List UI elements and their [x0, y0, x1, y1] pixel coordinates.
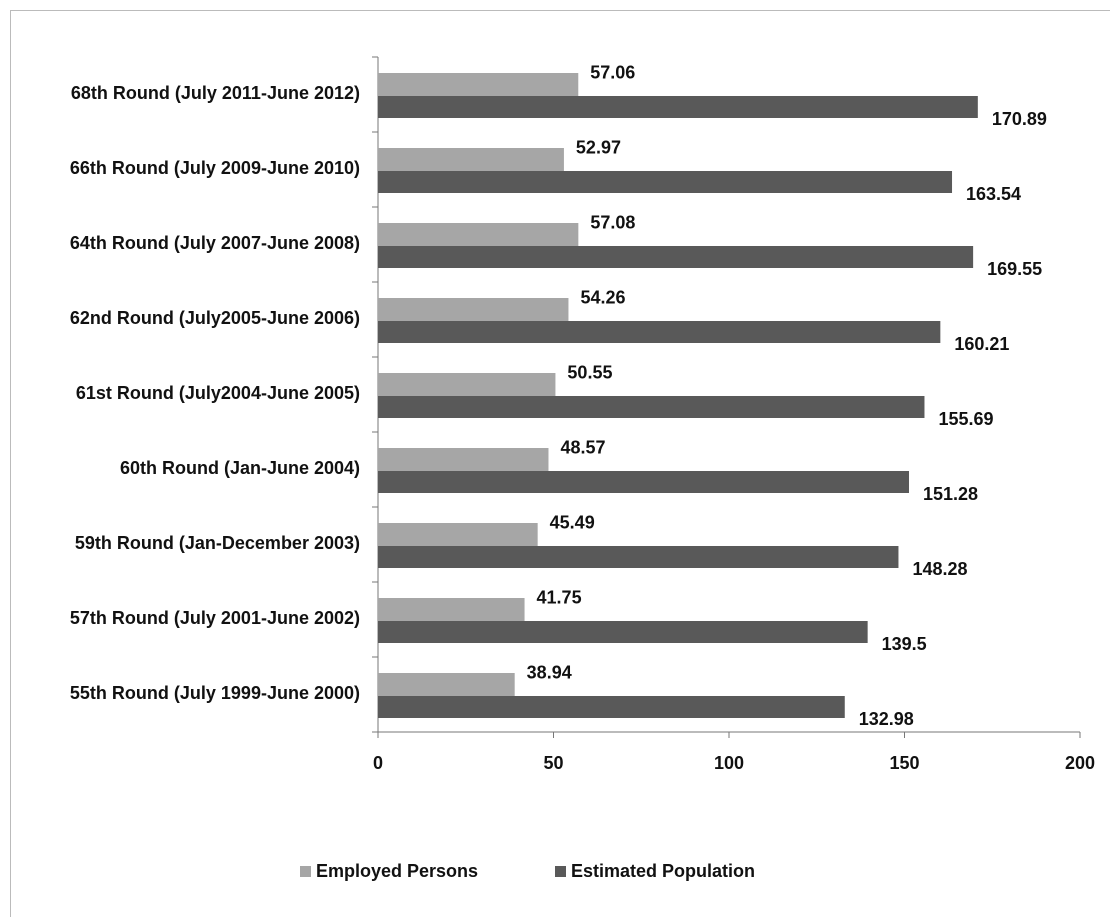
bar — [378, 148, 564, 171]
data-label: 41.75 — [537, 587, 582, 607]
y-tick-label: 61st Round (July2004-June 2005) — [76, 383, 360, 403]
y-tick-label: 62nd Round (July2005-June 2006) — [70, 308, 360, 328]
bar — [378, 223, 579, 246]
bar — [378, 598, 525, 621]
data-label: 155.69 — [938, 409, 993, 429]
bar — [378, 171, 953, 193]
bar — [378, 471, 909, 493]
y-tick-label: 68th Round (July 2011-June 2012) — [71, 83, 360, 103]
bar — [378, 448, 549, 471]
bar — [378, 96, 978, 118]
data-label: 54.26 — [580, 287, 625, 307]
bar — [378, 696, 845, 718]
data-label: 48.57 — [560, 437, 605, 457]
bar — [378, 621, 868, 643]
legend-swatch — [555, 866, 566, 877]
data-label: 148.28 — [912, 559, 967, 579]
data-label: 160.21 — [954, 334, 1009, 354]
data-label: 151.28 — [923, 484, 978, 504]
data-label: 139.5 — [882, 634, 927, 654]
data-label: 170.89 — [992, 109, 1047, 129]
legend-swatch — [300, 866, 311, 877]
data-label: 132.98 — [859, 709, 914, 729]
bar — [378, 546, 899, 568]
x-tick-label: 100 — [714, 753, 744, 773]
x-tick-label: 150 — [889, 753, 919, 773]
y-tick-label: 57th Round (July 2001-June 2002) — [70, 608, 360, 628]
y-tick-label: 55th Round (July 1999-June 2000) — [70, 683, 360, 703]
bar — [378, 321, 941, 343]
y-tick-label: 59th Round (Jan-December 2003) — [75, 533, 360, 553]
data-label: 57.08 — [590, 212, 635, 232]
bar — [378, 246, 974, 268]
y-tick-label: 64th Round (July 2007-June 2008) — [70, 233, 360, 253]
bar — [378, 673, 515, 696]
data-label: 57.06 — [590, 62, 635, 82]
legend-label: Employed Persons — [316, 861, 478, 881]
x-tick-label: 0 — [373, 753, 383, 773]
bar — [378, 373, 556, 396]
data-label: 38.94 — [527, 662, 572, 682]
chart-frame — [10, 10, 1110, 917]
data-label: 50.55 — [567, 362, 612, 382]
bar — [378, 73, 579, 96]
y-tick-label: 66th Round (July 2009-June 2010) — [70, 158, 360, 178]
x-tick-label: 200 — [1065, 753, 1095, 773]
data-label: 163.54 — [966, 184, 1021, 204]
x-tick-label: 50 — [543, 753, 563, 773]
bar — [378, 523, 538, 546]
data-label: 45.49 — [550, 512, 595, 532]
legend-label: Estimated Population — [571, 861, 755, 881]
data-label: 169.55 — [987, 259, 1042, 279]
y-tick-label: 60th Round (Jan-June 2004) — [120, 458, 360, 478]
bar — [378, 396, 925, 418]
data-label: 52.97 — [576, 137, 621, 157]
bar — [378, 298, 569, 321]
